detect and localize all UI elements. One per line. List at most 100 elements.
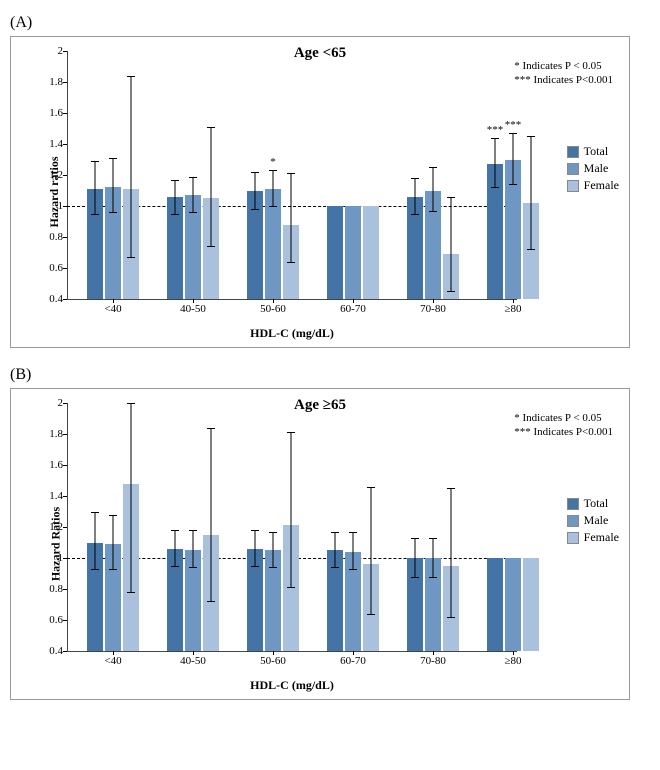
panel-label: (A) xyxy=(10,14,650,32)
y-tick-label: 0.4 xyxy=(49,293,67,305)
error-bar xyxy=(193,530,194,567)
y-tick-label: 1.6 xyxy=(49,107,67,119)
y-tick-label: 2 xyxy=(58,397,68,409)
legend-item: Total xyxy=(567,144,619,159)
error-bar xyxy=(415,538,416,577)
error-bar xyxy=(495,138,496,188)
y-tick-label: 1.8 xyxy=(49,76,67,88)
x-tick-label: <40 xyxy=(104,299,121,315)
y-tick-label: 2 xyxy=(58,45,68,57)
plot-area: 0.40.60.811.21.41.61.82<4040-5050-6060-7… xyxy=(67,403,517,651)
x-tick-label: 50-60 xyxy=(260,299,286,315)
error-bar xyxy=(291,173,292,261)
significance-marker: *** xyxy=(505,119,522,131)
panel-label: (B) xyxy=(10,366,650,384)
error-bar xyxy=(415,178,416,214)
error-bar xyxy=(451,197,452,292)
y-axis-label: Hazard ratios xyxy=(47,157,62,228)
legend-text: Total xyxy=(584,496,609,511)
y-tick-label: 1.6 xyxy=(49,459,67,471)
error-bar xyxy=(175,180,176,214)
error-bar xyxy=(95,161,96,214)
bar-male xyxy=(345,206,361,299)
error-bar xyxy=(513,133,514,184)
error-bar xyxy=(113,158,114,212)
error-bar xyxy=(175,530,176,566)
x-tick-label: <40 xyxy=(104,651,121,667)
y-tick-label: 0.8 xyxy=(49,231,67,243)
significance-marker: * xyxy=(270,156,276,168)
x-tick-label: ≥80 xyxy=(504,651,521,667)
y-tick-label: 0.4 xyxy=(49,645,67,657)
legend: Total Male Female xyxy=(567,142,619,195)
y-tick-label: 0.8 xyxy=(49,583,67,595)
error-bar xyxy=(95,512,96,569)
error-bar xyxy=(255,172,256,209)
legend-text: Male xyxy=(584,513,609,528)
error-bar xyxy=(131,76,132,257)
bar-female xyxy=(363,206,379,299)
error-bar xyxy=(273,170,274,206)
x-tick-label: 40-50 xyxy=(180,299,206,315)
error-bar xyxy=(273,532,274,568)
legend-swatch xyxy=(567,498,579,510)
error-bar xyxy=(433,167,434,210)
error-bar xyxy=(291,432,292,587)
legend-item: Total xyxy=(567,496,619,511)
bar-female xyxy=(523,558,539,651)
error-bar xyxy=(193,177,194,213)
legend-text: Female xyxy=(584,178,619,193)
y-tick-label: 1 xyxy=(58,552,68,564)
x-axis-label: HDL-C (mg/dL) xyxy=(67,678,517,693)
legend-swatch xyxy=(567,532,579,544)
x-axis-label: HDL-C (mg/dL) xyxy=(67,326,517,341)
error-bar xyxy=(335,532,336,568)
y-tick-label: 1.2 xyxy=(49,521,67,533)
error-bar xyxy=(433,538,434,577)
y-tick-label: 1.8 xyxy=(49,428,67,440)
legend-item: Male xyxy=(567,161,619,176)
error-bar xyxy=(211,428,212,602)
error-bar xyxy=(113,515,114,569)
error-bar xyxy=(371,487,372,614)
bar-male xyxy=(505,558,521,651)
error-bar xyxy=(255,530,256,566)
legend-item: Female xyxy=(567,178,619,193)
y-tick-label: 1.4 xyxy=(49,490,67,502)
x-tick-label: 50-60 xyxy=(260,651,286,667)
error-bar xyxy=(131,403,132,592)
legend-item: Male xyxy=(567,513,619,528)
legend-swatch xyxy=(567,180,579,192)
significance-marker: *** xyxy=(487,124,504,136)
plot-area: 0.40.60.811.21.41.61.82<4040-5050-60*60-… xyxy=(67,51,517,299)
legend-text: Female xyxy=(584,530,619,545)
bar-total xyxy=(327,206,343,299)
error-bar xyxy=(211,127,212,246)
legend-swatch xyxy=(567,515,579,527)
legend-text: Total xyxy=(584,144,609,159)
legend-swatch xyxy=(567,163,579,175)
legend-swatch xyxy=(567,146,579,158)
x-tick-label: 60-70 xyxy=(340,299,366,315)
legend-text: Male xyxy=(584,161,609,176)
error-bar xyxy=(451,488,452,617)
x-tick-label: 40-50 xyxy=(180,651,206,667)
chart-box: Age ≥65Hazard RatiosHDL-C (mg/dL)* Indic… xyxy=(10,388,630,700)
x-tick-label: ≥80 xyxy=(504,299,521,315)
bar-total xyxy=(487,558,503,651)
x-tick-label: 70-80 xyxy=(420,651,446,667)
chart-box: Age <65Hazard ratiosHDL-C (mg/dL)* Indic… xyxy=(10,36,630,348)
y-axis-label: Hazard Ratios xyxy=(49,507,64,581)
legend: Total Male Female xyxy=(567,494,619,547)
y-tick-label: 0.6 xyxy=(49,614,67,626)
y-tick-label: 0.6 xyxy=(49,262,67,274)
significance-note: * Indicates P < 0.05*** Indicates P<0.00… xyxy=(514,411,613,440)
error-bar xyxy=(531,136,532,249)
significance-note: * Indicates P < 0.05*** Indicates P<0.00… xyxy=(514,59,613,88)
error-bar xyxy=(353,532,354,569)
x-tick-label: 70-80 xyxy=(420,299,446,315)
y-tick-label: 1 xyxy=(58,200,68,212)
x-tick-label: 60-70 xyxy=(340,651,366,667)
legend-item: Female xyxy=(567,530,619,545)
y-tick-label: 1.4 xyxy=(49,138,67,150)
